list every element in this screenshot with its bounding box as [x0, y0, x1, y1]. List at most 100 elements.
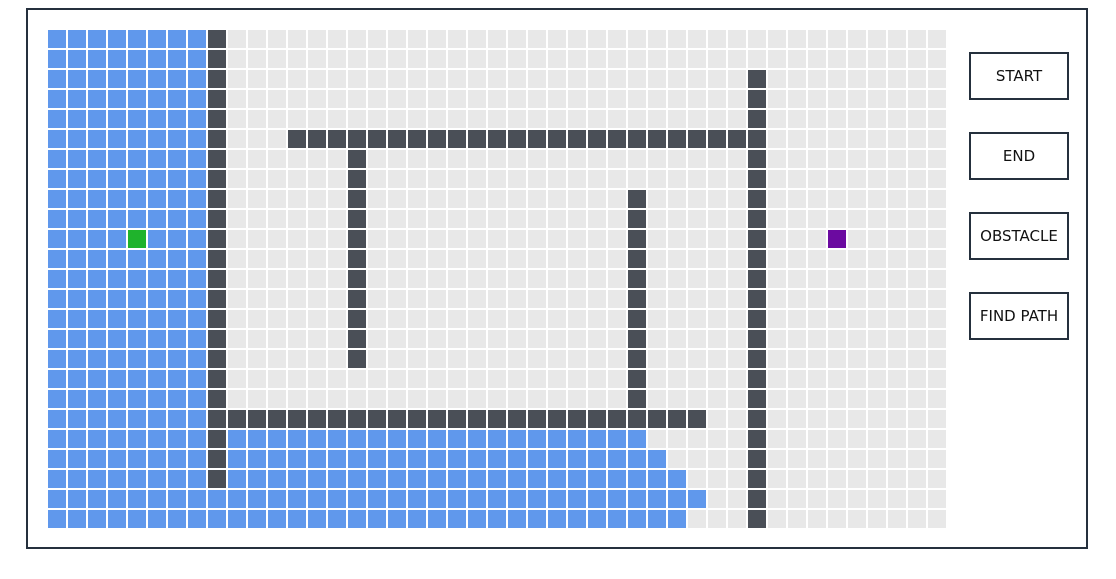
grid-cell-visited[interactable]	[88, 430, 106, 448]
grid-cell-visited[interactable]	[288, 490, 306, 508]
grid-cell-empty[interactable]	[728, 390, 746, 408]
grid-cell-visited[interactable]	[148, 470, 166, 488]
grid-cell-empty[interactable]	[808, 230, 826, 248]
grid-cell-empty[interactable]	[388, 290, 406, 308]
grid-cell-visited[interactable]	[188, 270, 206, 288]
grid-cell-visited[interactable]	[188, 410, 206, 428]
grid-cell-obstacle[interactable]	[748, 490, 766, 508]
grid-cell-visited[interactable]	[308, 510, 326, 528]
grid-cell-empty[interactable]	[688, 450, 706, 468]
grid-cell-empty[interactable]	[728, 190, 746, 208]
grid-cell-empty[interactable]	[768, 450, 786, 468]
grid-cell-visited[interactable]	[188, 90, 206, 108]
grid-cell-empty[interactable]	[248, 270, 266, 288]
grid-cell-empty[interactable]	[368, 370, 386, 388]
grid-cell-visited[interactable]	[408, 470, 426, 488]
grid-cell-empty[interactable]	[908, 430, 926, 448]
grid-cell-visited[interactable]	[308, 490, 326, 508]
grid-cell-visited[interactable]	[128, 50, 146, 68]
grid-cell-empty[interactable]	[868, 210, 886, 228]
grid-cell-visited[interactable]	[488, 470, 506, 488]
grid-cell-empty[interactable]	[868, 150, 886, 168]
grid-cell-empty[interactable]	[468, 230, 486, 248]
grid-cell-obstacle[interactable]	[348, 330, 366, 348]
grid-cell-empty[interactable]	[828, 130, 846, 148]
grid-cell-empty[interactable]	[428, 30, 446, 48]
grid-cell-empty[interactable]	[508, 70, 526, 88]
grid-cell-empty[interactable]	[388, 70, 406, 88]
grid-cell-visited[interactable]	[368, 510, 386, 528]
grid-cell-empty[interactable]	[408, 330, 426, 348]
grid-cell-empty[interactable]	[408, 390, 426, 408]
grid-cell-empty[interactable]	[848, 250, 866, 268]
grid-cell-empty[interactable]	[228, 370, 246, 388]
grid-cell-obstacle[interactable]	[208, 90, 226, 108]
grid-cell-empty[interactable]	[908, 470, 926, 488]
grid-cell-empty[interactable]	[708, 290, 726, 308]
grid-cell-empty[interactable]	[328, 150, 346, 168]
grid-cell-visited[interactable]	[408, 490, 426, 508]
grid-cell-empty[interactable]	[468, 350, 486, 368]
grid-cell-empty[interactable]	[928, 490, 946, 508]
grid-cell-empty[interactable]	[528, 270, 546, 288]
grid-cell-empty[interactable]	[428, 370, 446, 388]
grid-cell-empty[interactable]	[828, 490, 846, 508]
grid-cell-empty[interactable]	[928, 250, 946, 268]
grid-cell-empty[interactable]	[908, 30, 926, 48]
grid-cell-visited[interactable]	[168, 410, 186, 428]
grid-cell-empty[interactable]	[268, 290, 286, 308]
grid-cell-empty[interactable]	[548, 50, 566, 68]
grid-cell-empty[interactable]	[888, 390, 906, 408]
grid-cell-empty[interactable]	[228, 130, 246, 148]
grid-cell-empty[interactable]	[328, 310, 346, 328]
grid-cell-empty[interactable]	[248, 170, 266, 188]
grid-cell-visited[interactable]	[188, 190, 206, 208]
grid-cell-empty[interactable]	[788, 290, 806, 308]
grid-cell-visited[interactable]	[48, 250, 66, 268]
grid-cell-empty[interactable]	[528, 50, 546, 68]
grid-cell-visited[interactable]	[588, 490, 606, 508]
grid-cell-empty[interactable]	[628, 50, 646, 68]
grid-cell-obstacle[interactable]	[208, 470, 226, 488]
grid-cell-empty[interactable]	[688, 470, 706, 488]
grid-cell-empty[interactable]	[928, 510, 946, 528]
grid-cell-visited[interactable]	[88, 150, 106, 168]
grid-cell-empty[interactable]	[888, 190, 906, 208]
grid-cell-empty[interactable]	[608, 70, 626, 88]
grid-cell-obstacle[interactable]	[208, 130, 226, 148]
grid-cell-empty[interactable]	[848, 230, 866, 248]
grid-cell-empty[interactable]	[888, 210, 906, 228]
grid-cell-empty[interactable]	[768, 290, 786, 308]
grid-cell-empty[interactable]	[288, 290, 306, 308]
grid-cell-visited[interactable]	[148, 30, 166, 48]
grid-cell-visited[interactable]	[48, 30, 66, 48]
grid-cell-empty[interactable]	[908, 190, 926, 208]
grid-cell-empty[interactable]	[928, 430, 946, 448]
grid-cell-empty[interactable]	[668, 350, 686, 368]
grid-cell-empty[interactable]	[608, 50, 626, 68]
grid-cell-empty[interactable]	[828, 410, 846, 428]
grid-cell-empty[interactable]	[588, 370, 606, 388]
grid-cell-empty[interactable]	[468, 290, 486, 308]
grid-cell-empty[interactable]	[608, 30, 626, 48]
grid-cell-visited[interactable]	[128, 310, 146, 328]
grid-cell-empty[interactable]	[288, 190, 306, 208]
grid-cell-empty[interactable]	[548, 190, 566, 208]
grid-cell-empty[interactable]	[768, 430, 786, 448]
grid-cell-empty[interactable]	[248, 330, 266, 348]
grid-cell-empty[interactable]	[628, 70, 646, 88]
grid-cell-empty[interactable]	[868, 170, 886, 188]
grid-cell-empty[interactable]	[928, 190, 946, 208]
grid-cell-visited[interactable]	[68, 30, 86, 48]
grid-cell-empty[interactable]	[348, 370, 366, 388]
grid-cell-visited[interactable]	[168, 30, 186, 48]
grid-cell-obstacle[interactable]	[348, 410, 366, 428]
grid-cell-visited[interactable]	[168, 430, 186, 448]
grid-cell-empty[interactable]	[788, 310, 806, 328]
grid-cell-empty[interactable]	[668, 370, 686, 388]
grid-cell-obstacle[interactable]	[748, 70, 766, 88]
grid-cell-empty[interactable]	[768, 330, 786, 348]
grid-cell-empty[interactable]	[228, 350, 246, 368]
grid-cell-visited[interactable]	[528, 450, 546, 468]
grid-cell-visited[interactable]	[628, 470, 646, 488]
